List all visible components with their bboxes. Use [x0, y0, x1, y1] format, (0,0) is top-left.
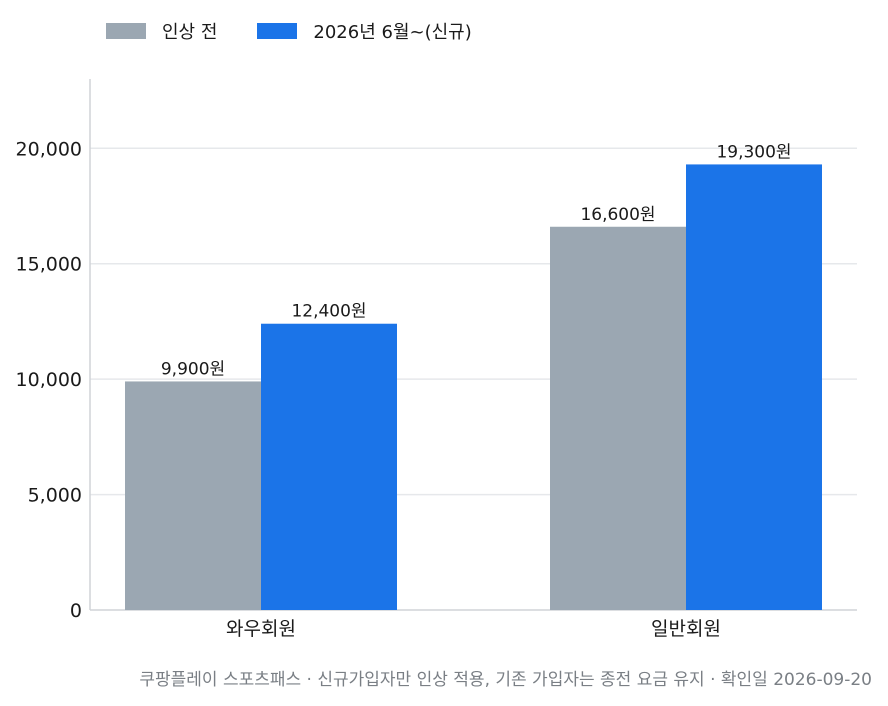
- bar-before: [550, 226, 686, 610]
- y-tick-label: 15,000: [16, 254, 82, 276]
- legend-item-new: 2026년 6월~(신규): [257, 18, 472, 44]
- x-category-label: 일반회원: [651, 618, 721, 640]
- bar-value-label: 12,400원: [291, 302, 366, 322]
- bar-value-label: 19,300원: [716, 142, 791, 162]
- bar-new: [261, 323, 397, 610]
- legend-item-before: 인상 전: [106, 18, 217, 44]
- legend-swatch-before: [106, 23, 146, 39]
- legend-swatch-new: [257, 23, 298, 39]
- x-category-label: 와우회원: [226, 618, 296, 640]
- legend-label-new: 2026년 6월~(신규): [313, 22, 472, 43]
- legend: 인상 전 2026년 6월~(신규): [106, 18, 512, 44]
- bar-value-label: 9,900원: [161, 359, 225, 379]
- bar-value-label: 16,600원: [580, 205, 655, 225]
- y-tick-label: 5,000: [28, 485, 82, 507]
- bar-new: [686, 164, 822, 610]
- legend-label-before: 인상 전: [162, 22, 218, 43]
- y-tick-label: 10,000: [16, 369, 82, 391]
- y-tick-label: 20,000: [16, 138, 82, 160]
- source-note: 쿠팡플레이 스포츠패스 · 신규가입자만 인상 적용, 기존 가입자는 종전 요…: [139, 670, 872, 690]
- bar-before: [125, 381, 261, 610]
- y-tick-label: 0: [70, 600, 82, 622]
